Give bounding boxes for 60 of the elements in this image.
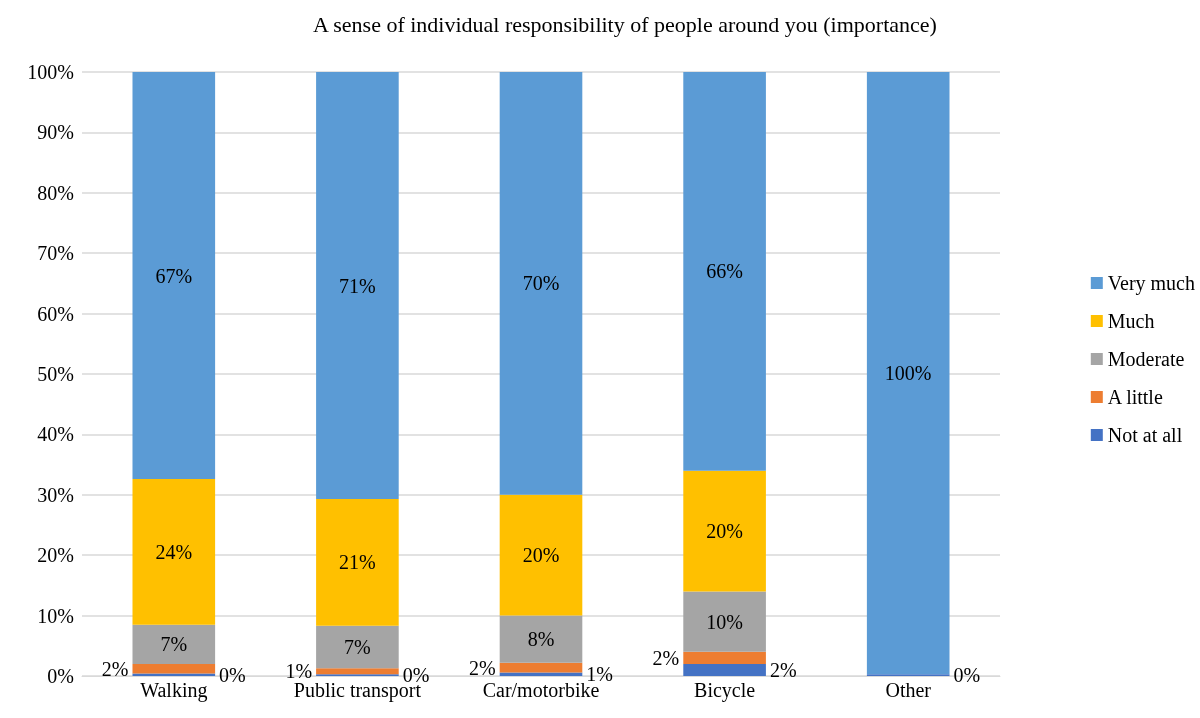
data-label: 100% [884, 362, 932, 385]
data-label: 2% [469, 656, 496, 679]
data-label: 66% [706, 260, 743, 283]
data-label: 71% [339, 274, 376, 297]
data-label: 7% [344, 636, 371, 659]
data-label: 20% [522, 544, 560, 567]
data-label: 21% [339, 551, 376, 574]
data-label: 20% [706, 520, 743, 543]
data-label: 8% [527, 628, 555, 651]
y-tick-label: 90% [37, 121, 74, 144]
bar [683, 591, 766, 652]
legend-label: Very much [1107, 272, 1196, 295]
legend-label: Much [1107, 310, 1155, 332]
x-tick-label: Walking [140, 679, 208, 702]
bar [499, 494, 583, 616]
bar [683, 470, 766, 592]
x-tick-label: Other [885, 679, 932, 701]
data-label: 0% [219, 663, 246, 686]
bar [132, 663, 216, 674]
bar [316, 499, 399, 626]
legend-label: Not at all [1107, 424, 1183, 446]
data-label: 2% [101, 657, 129, 680]
data-label: 1% [586, 663, 613, 686]
legend-label: Moderate [1107, 348, 1185, 370]
bar [499, 72, 583, 495]
data-label: 2% [652, 646, 680, 669]
bar [132, 479, 216, 625]
y-tick-label: 60% [37, 302, 74, 325]
bar [683, 651, 766, 664]
bar [316, 72, 399, 500]
chart-title: A sense of individual responsibility of people around you (importance) [313, 11, 937, 37]
data-label: 70% [522, 272, 560, 295]
y-tick-label: 40% [37, 423, 74, 446]
data-label: 0% [953, 664, 981, 687]
y-tick-label: 100% [27, 61, 74, 83]
bar [866, 72, 950, 675]
data-label: 10% [706, 610, 743, 633]
bar [683, 663, 766, 676]
data-label: 24% [155, 540, 193, 563]
x-tick-label: Bicycle [694, 679, 756, 702]
legend-label: A little [1107, 386, 1163, 408]
y-tick-label: 80% [37, 181, 74, 204]
bar [132, 72, 216, 480]
data-label: 7% [160, 633, 188, 656]
y-tick-label: 0% [47, 665, 74, 687]
y-tick-label: 20% [37, 544, 74, 567]
bar [499, 615, 583, 663]
bar [132, 624, 216, 664]
y-tick-label: 70% [37, 242, 74, 265]
y-tick-label: 10% [37, 604, 74, 627]
y-tick-label: 30% [37, 483, 74, 506]
bar [499, 662, 583, 673]
bar [316, 625, 399, 669]
bar [316, 668, 399, 675]
bar [499, 672, 583, 676]
y-tick-label: 50% [37, 363, 74, 385]
bar [683, 72, 766, 471]
data-label: 2% [769, 658, 797, 681]
data-label: 67% [155, 264, 193, 287]
data-label: 1% [285, 660, 313, 683]
